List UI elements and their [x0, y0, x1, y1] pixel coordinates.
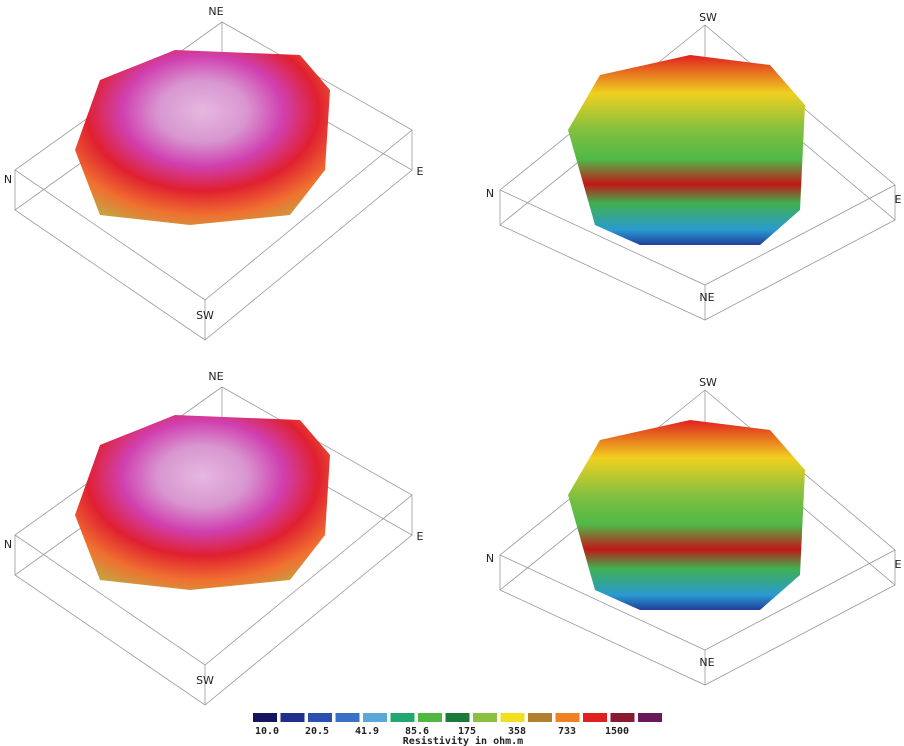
direction-label: NE — [699, 291, 714, 304]
legend-swatch — [638, 713, 662, 722]
figure: NENESWSWNENENENESWSWNENE10.020.541.985.6… — [0, 0, 904, 746]
direction-label: E — [895, 558, 902, 571]
legend-label: 1500 — [605, 726, 629, 737]
legend-swatch — [528, 713, 552, 722]
legend-swatch — [281, 713, 305, 722]
direction-label: SW — [196, 674, 214, 687]
direction-label: N — [486, 552, 494, 565]
direction-label: E — [417, 165, 424, 178]
legend-label: 733 — [558, 726, 576, 737]
direction-label: NE — [208, 370, 223, 383]
model-block — [568, 420, 805, 610]
direction-label: NE — [699, 656, 714, 669]
direction-label: NE — [208, 5, 223, 18]
legend-swatch — [611, 713, 635, 722]
legend-swatch — [308, 713, 332, 722]
legend-swatch — [473, 713, 497, 722]
legend-label: 20.5 — [305, 726, 329, 737]
legend-swatch — [446, 713, 470, 722]
direction-label: SW — [699, 376, 717, 389]
direction-label: E — [417, 530, 424, 543]
model-block — [75, 50, 330, 225]
legend-label: 10.0 — [255, 726, 279, 737]
model-block — [75, 415, 330, 590]
legend-swatch — [418, 713, 442, 722]
direction-label: SW — [699, 11, 717, 24]
direction-label: SW — [196, 309, 214, 322]
legend-swatch — [556, 713, 580, 722]
legend-swatch — [583, 713, 607, 722]
direction-label: N — [4, 538, 12, 551]
legend-swatch — [253, 713, 277, 722]
legend-label: 41.9 — [355, 726, 379, 737]
legend-swatch — [501, 713, 525, 722]
direction-label: N — [4, 173, 12, 186]
model-block — [568, 55, 805, 245]
legend-swatch — [391, 713, 415, 722]
direction-label: E — [895, 193, 902, 206]
legend-title: Resistivity in ohm.m — [403, 735, 523, 746]
legend-swatch — [336, 713, 360, 722]
legend-swatch — [363, 713, 387, 722]
direction-label: N — [486, 187, 494, 200]
